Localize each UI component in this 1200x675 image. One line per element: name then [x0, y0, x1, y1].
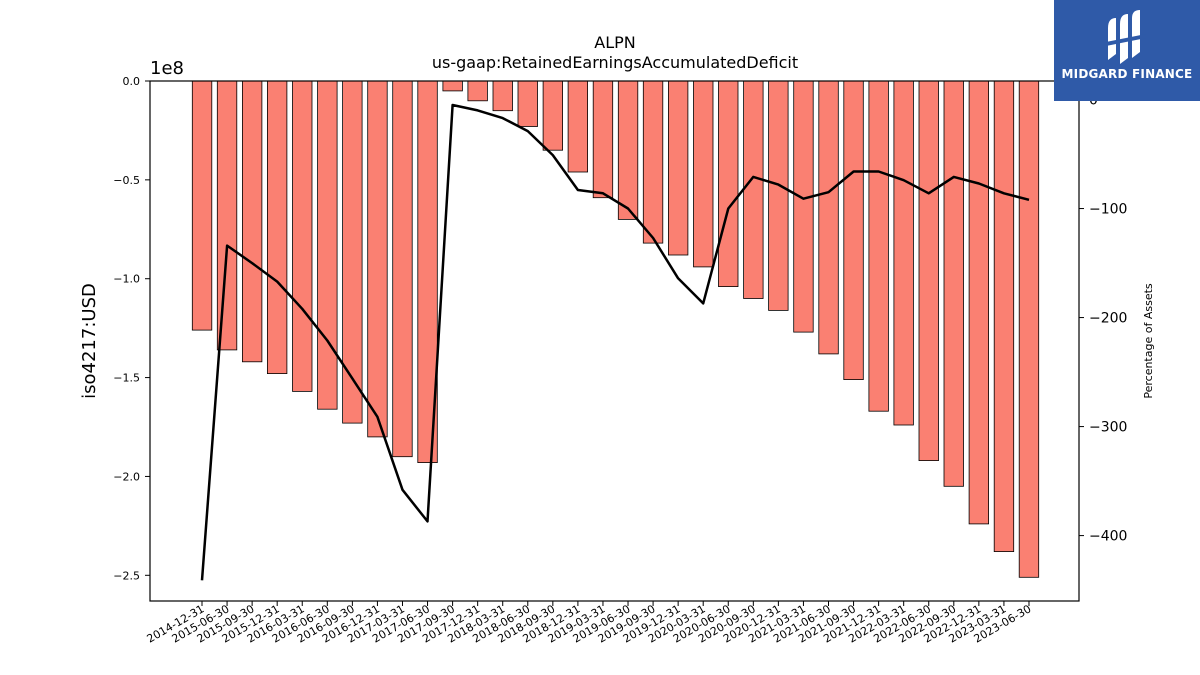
bar-2017-12-31: [467, 80, 488, 102]
logo-text: MIDGARD FINANCE: [1061, 67, 1193, 81]
y-axis-right: 0−100−200−300−400: [1079, 93, 1127, 545]
bar-2015-09-30: [241, 80, 263, 363]
bar-2016-06-30: [317, 80, 338, 410]
y2-axis-label: Percentage of Assets: [1142, 283, 1155, 399]
y2-tick-label: −300: [1089, 420, 1127, 436]
bar-2018-03-31: [492, 80, 513, 112]
bar-2019-03-31: [592, 80, 614, 199]
bar-2014-12-31: [191, 80, 213, 331]
bar-2020-12-31: [768, 80, 789, 311]
y-tick-label: 0.0: [123, 75, 141, 88]
bar-2019-09-30: [642, 80, 664, 244]
bar-2017-09-30: [442, 80, 463, 92]
y-axis-left: 0.0 −0.5 −1.0 −1.5 −2.0 −2.5: [113, 75, 150, 582]
bar-2020-03-31: [693, 80, 714, 268]
chart-title: ALPN: [594, 33, 635, 52]
bar-2021-12-31: [868, 80, 889, 412]
bar-2018-12-31: [567, 80, 588, 173]
y-axis-label: iso4217:USD: [79, 283, 100, 399]
bar-2021-06-30: [818, 80, 839, 355]
bar-2015-06-30: [216, 80, 238, 351]
y-tick-label: −2.0: [113, 470, 140, 483]
bar-2023-03-31: [993, 80, 1015, 553]
midgard-logo-icon: [1106, 10, 1146, 64]
bar-2023-06-30: [1018, 80, 1040, 578]
bar-2015-12-31: [266, 80, 288, 375]
bar-2018-09-30: [542, 80, 563, 151]
y-tick-label: −1.5: [113, 372, 140, 385]
y2-tick-label: −400: [1089, 529, 1127, 545]
midgard-finance-logo: MIDGARD FINANCE: [1054, 0, 1200, 101]
bar-2019-12-31: [668, 80, 689, 256]
bar-2022-06-30: [918, 80, 939, 462]
bar-2019-06-30: [617, 80, 639, 220]
bar-2021-09-30: [843, 80, 864, 381]
y-tick-label: −0.5: [113, 174, 140, 187]
y-tick-label: −2.5: [113, 569, 140, 582]
x-axis: 2014-12-312015-06-302015-09-302015-12-31…: [145, 601, 1033, 646]
bar-2020-06-30: [718, 80, 739, 288]
y2-tick-label: −100: [1089, 202, 1127, 218]
bar-2022-03-31: [893, 80, 914, 426]
bar-2022-09-30: [943, 80, 964, 487]
percentage-of-assets-line: [200, 103, 1030, 581]
y2-tick-label: −200: [1089, 311, 1127, 327]
bar-2020-09-30: [743, 80, 764, 299]
bar-2022-12-31: [968, 80, 989, 525]
bar-2016-03-31: [292, 80, 313, 392]
chart-subtitle: us-gaap:RetainedEarningsAccumulatedDefic…: [432, 53, 798, 72]
y-offset-label: 1e8: [150, 58, 184, 79]
line-series-layer: [200, 103, 1030, 581]
bar-2017-03-31: [392, 80, 413, 458]
bar-2018-06-30: [517, 80, 538, 127]
bar-2021-03-31: [793, 80, 814, 333]
bar-2016-12-31: [367, 80, 388, 438]
plot-frame: [149, 80, 1080, 602]
y-tick-label: −1.0: [113, 273, 140, 286]
bar-2016-09-30: [342, 80, 363, 424]
